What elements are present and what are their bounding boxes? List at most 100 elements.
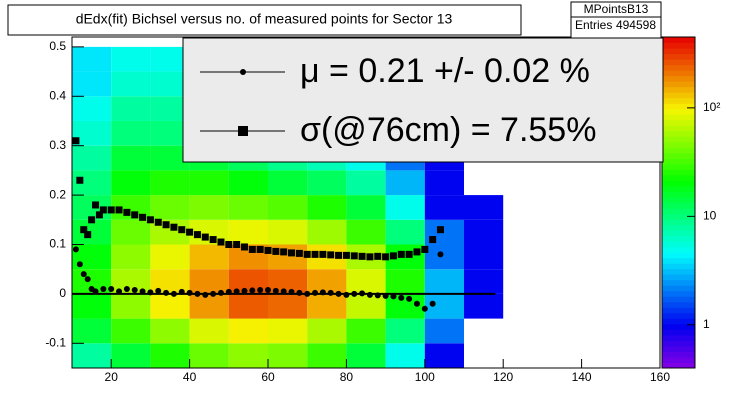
point xyxy=(421,245,429,253)
heatmap-cell xyxy=(346,170,386,196)
heatmap-cell xyxy=(111,120,151,146)
heatmap-cell xyxy=(150,170,190,196)
palette-step xyxy=(662,219,695,226)
point xyxy=(80,271,87,278)
palette-step xyxy=(662,136,695,143)
heatmap-cell xyxy=(111,71,151,97)
palette-step xyxy=(662,86,695,93)
point xyxy=(413,248,421,256)
heatmap-cell xyxy=(150,293,190,319)
point xyxy=(319,289,326,296)
palette-step xyxy=(662,125,695,132)
point xyxy=(162,221,170,229)
point xyxy=(249,287,256,294)
point xyxy=(248,245,256,253)
point xyxy=(413,300,420,307)
point xyxy=(76,176,84,184)
palette-step xyxy=(662,158,695,165)
heatmap-cell xyxy=(464,244,504,270)
palette-step xyxy=(662,152,695,159)
palette-step xyxy=(662,185,695,192)
point xyxy=(351,290,358,297)
heatmap-cell xyxy=(307,293,347,319)
legend-box xyxy=(182,37,664,163)
heatmap-cell xyxy=(111,343,151,368)
heatmap-cell xyxy=(228,318,268,344)
point xyxy=(288,249,296,257)
palette-step xyxy=(662,224,695,231)
palette-step xyxy=(662,213,695,220)
x-tick-label: 140 xyxy=(572,370,592,384)
point xyxy=(131,211,139,219)
point xyxy=(382,292,389,299)
point xyxy=(343,291,350,298)
y-tick-label: 0.4 xyxy=(49,88,66,102)
heatmap-cell xyxy=(111,293,151,319)
heatmap-cell xyxy=(424,170,464,196)
point xyxy=(194,290,201,297)
palette-step xyxy=(662,318,695,325)
stats-title: MPointsB13 xyxy=(584,2,649,16)
point xyxy=(233,288,240,295)
point xyxy=(280,288,287,295)
point xyxy=(170,290,177,297)
palette-step xyxy=(662,169,695,176)
palette-step xyxy=(662,103,695,110)
palette-step xyxy=(662,235,695,242)
heatmap-cell xyxy=(346,269,386,294)
point xyxy=(265,286,271,293)
x-tick-label: 120 xyxy=(493,370,513,384)
heatmap-cell xyxy=(307,170,347,196)
heatmap-cell xyxy=(72,46,112,72)
point xyxy=(405,250,413,258)
point xyxy=(272,287,279,294)
legend-label: σ(@76cm) = 7.55% xyxy=(300,111,596,149)
point xyxy=(92,201,100,209)
point xyxy=(100,285,107,292)
y-tick-label: -0.1 xyxy=(45,335,66,349)
palette-step xyxy=(662,180,695,187)
point xyxy=(217,238,225,246)
heatmap-cell xyxy=(228,293,268,319)
heatmap-cell xyxy=(228,170,268,196)
point xyxy=(123,208,131,216)
heatmap-cell xyxy=(268,219,308,245)
point xyxy=(319,250,327,258)
point xyxy=(374,252,382,260)
x-tick-label: 160 xyxy=(650,370,670,384)
point xyxy=(304,290,311,297)
palette-step xyxy=(662,196,695,203)
point xyxy=(256,245,264,253)
point xyxy=(280,248,288,256)
palette-step xyxy=(662,301,695,308)
heatmap-cell xyxy=(150,195,190,220)
heatmap-cell xyxy=(307,269,347,294)
point xyxy=(303,250,311,258)
palette-step xyxy=(662,340,695,347)
point xyxy=(99,206,107,214)
point xyxy=(350,252,358,260)
palette-step xyxy=(662,230,695,237)
point xyxy=(155,287,162,294)
point xyxy=(335,290,342,297)
point xyxy=(186,228,194,236)
point xyxy=(217,289,224,296)
heatmap-cell xyxy=(424,293,464,319)
heatmap-cell xyxy=(150,244,190,270)
point xyxy=(193,231,201,239)
legend-marker xyxy=(238,126,248,136)
heatmap-cell xyxy=(307,318,347,344)
point xyxy=(225,288,232,295)
palette-step xyxy=(662,75,695,82)
heatmap-cell xyxy=(385,318,425,344)
point xyxy=(429,300,436,307)
palette-step xyxy=(662,329,695,336)
palette-step xyxy=(662,362,695,369)
heatmap-cell xyxy=(424,269,464,294)
palette-step xyxy=(662,351,695,358)
heatmap-cell xyxy=(268,343,308,368)
point xyxy=(170,223,178,231)
heatmap-cell xyxy=(424,318,464,344)
point xyxy=(241,287,248,294)
